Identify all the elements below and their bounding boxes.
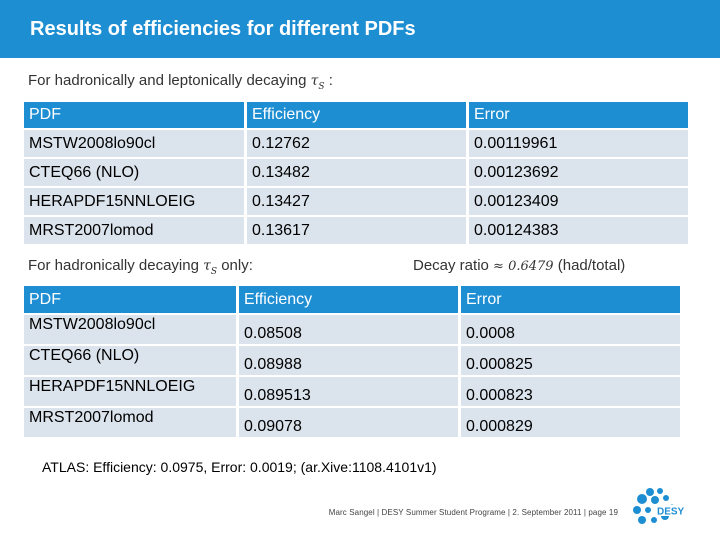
decay-ratio: Decay ratio ≈ 0.6479 (had/total) (413, 257, 625, 274)
section1-caption-suffix: : (324, 72, 333, 89)
column-header-efficiency: Efficiency (244, 102, 466, 128)
cell-error: 0.000825 (458, 344, 680, 375)
footer-text: Marc Sangel | DESY Summer Student Progra… (328, 508, 618, 517)
cell-error: 0.000829 (458, 406, 680, 437)
cell-pdf: CTEQ66 (NLO) (24, 344, 236, 375)
tau-subscript: S (318, 81, 325, 92)
desy-logo-text: DESY (657, 507, 684, 518)
cell-error: 0.000823 (458, 375, 680, 406)
table-row: HERAPDF15NNLOEIG 0.089513 0.000823 (24, 375, 680, 406)
table-header-row: PDF Efficiency Error (24, 286, 680, 313)
column-header-pdf: PDF (24, 286, 236, 313)
tau-symbol: τS (310, 73, 325, 92)
cell-pdf: CTEQ66 (NLO) (24, 157, 244, 186)
table-row: MSTW2008lo90cl 0.12762 0.00119961 (24, 128, 688, 157)
cell-pdf: HERAPDF15NNLOEIG (24, 186, 244, 215)
section1-caption-text: For hadronically and leptonically decayi… (28, 72, 307, 89)
cell-pdf: MSTW2008lo90cl (24, 128, 244, 157)
cell-error: 0.00119961 (466, 128, 688, 157)
section2-caption-text: For hadronically decaying (28, 257, 199, 274)
cell-error: 0.00123409 (466, 186, 688, 215)
section2-caption-suffix: only: (217, 257, 253, 274)
cell-pdf: MRST2007lomod (24, 406, 236, 437)
cell-pdf: HERAPDF15NNLOEIG (24, 375, 236, 406)
column-header-efficiency: Efficiency (236, 286, 458, 313)
column-header-error: Error (458, 286, 680, 313)
cell-efficiency: 0.12762 (244, 128, 466, 157)
cell-efficiency: 0.13482 (244, 157, 466, 186)
desy-logo-icon: DESY (633, 488, 684, 524)
cell-efficiency: 0.08508 (236, 313, 458, 344)
cell-pdf: MRST2007lomod (24, 215, 244, 244)
table-header-row: PDF Efficiency Error (24, 102, 688, 128)
cell-error: 0.0008 (458, 313, 680, 344)
cell-pdf: MSTW2008lo90cl (24, 313, 236, 344)
cell-efficiency: 0.09078 (236, 406, 458, 437)
tau-letter: τ (203, 258, 211, 274)
table-row: CTEQ66 (NLO) 0.13482 0.00123692 (24, 157, 688, 186)
decay-ratio-value: ≈ 0.6479 (493, 259, 554, 274)
tau-symbol: τS (203, 258, 218, 277)
tau-letter: τ (310, 73, 319, 89)
atlas-reference-note: ATLAS: Efficiency: 0.0975, Error: 0.0019… (42, 459, 437, 475)
decay-ratio-unit: (had/total) (557, 257, 626, 274)
table-row: MRST2007lomod 0.09078 0.000829 (24, 406, 680, 437)
cell-efficiency: 0.08988 (236, 344, 458, 375)
table-row: MSTW2008lo90cl 0.08508 0.0008 (24, 313, 680, 344)
table-row: CTEQ66 (NLO) 0.08988 0.000825 (24, 344, 680, 375)
page-title: Results of efficiencies for different PD… (30, 18, 416, 40)
column-header-pdf: PDF (24, 102, 244, 128)
cell-efficiency: 0.089513 (236, 375, 458, 406)
cell-efficiency: 0.13617 (244, 215, 466, 244)
title-bar: Results of efficiencies for different PD… (0, 0, 720, 58)
decay-ratio-label: Decay ratio (413, 257, 489, 274)
cell-error: 0.00123692 (466, 157, 688, 186)
cell-efficiency: 0.13427 (244, 186, 466, 215)
table-row: HERAPDF15NNLOEIG 0.13427 0.00123409 (24, 186, 688, 215)
section1-caption: For hadronically and leptonically decayi… (28, 72, 333, 92)
section2-caption: For hadronically decaying τS only: (28, 257, 253, 277)
table-row: MRST2007lomod 0.13617 0.00124383 (24, 215, 688, 244)
tau-subscript: S (210, 266, 218, 277)
cell-error: 0.00124383 (466, 215, 688, 244)
column-header-error: Error (466, 102, 688, 128)
results-table-hadronic: PDF Efficiency Error MSTW2008lo90cl 0.08… (24, 286, 680, 437)
results-table-all-decays: PDF Efficiency Error MSTW2008lo90cl 0.12… (24, 102, 688, 244)
